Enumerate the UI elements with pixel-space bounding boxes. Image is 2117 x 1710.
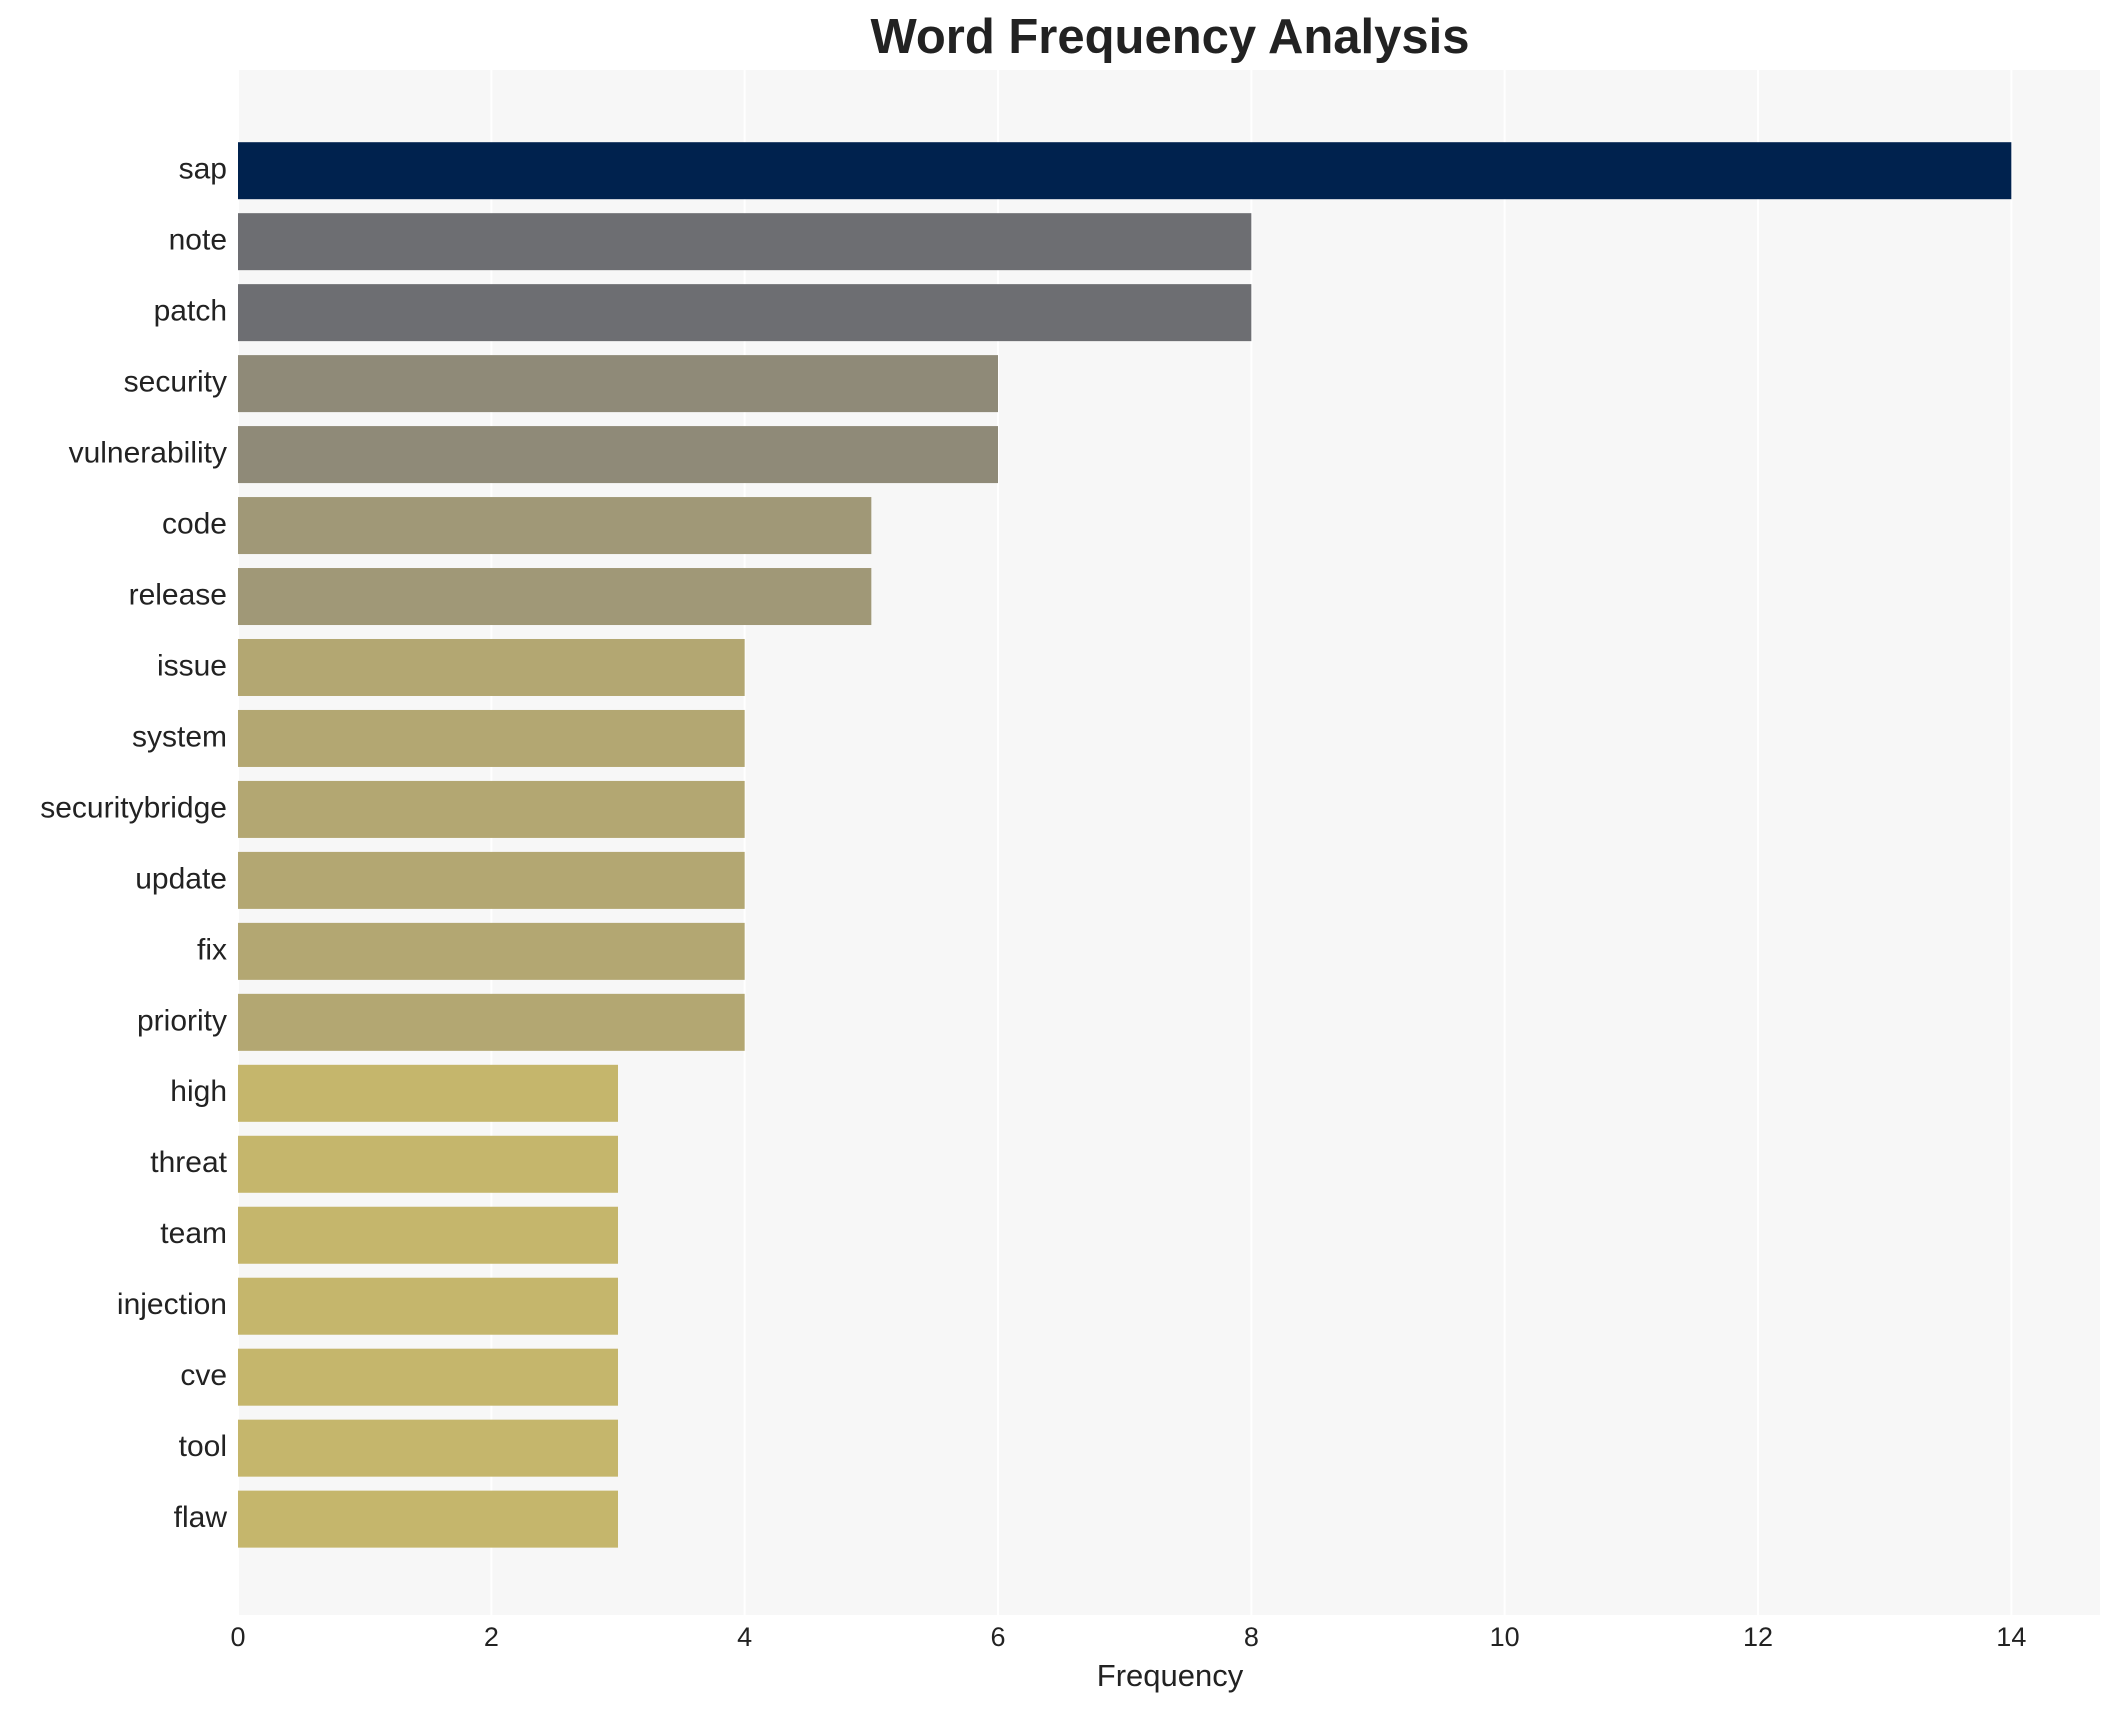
bar — [238, 1490, 618, 1548]
bar — [238, 355, 998, 413]
y-tick-label: system — [132, 720, 227, 753]
bar — [238, 213, 1252, 271]
y-tick-label: issue — [157, 649, 227, 682]
x-tick-label: 4 — [737, 1622, 752, 1652]
bar — [238, 1277, 618, 1335]
bar — [238, 922, 745, 980]
bar — [238, 1419, 618, 1477]
x-axis-label: Frequency — [1097, 1658, 1244, 1693]
y-tick-label: release — [129, 578, 227, 611]
y-tick-label: note — [169, 224, 227, 257]
x-tick-label: 6 — [990, 1622, 1005, 1652]
bar — [238, 709, 745, 767]
bar — [238, 993, 745, 1051]
y-tick-label: high — [170, 1075, 227, 1108]
bar — [238, 1206, 618, 1264]
x-tick-label: 10 — [1490, 1622, 1520, 1652]
y-tick-label: cve — [180, 1359, 227, 1392]
bar — [238, 426, 998, 484]
y-tick-label: flaw — [174, 1501, 228, 1534]
x-tick-label: 14 — [1996, 1622, 2026, 1652]
y-tick-label: priority — [137, 1004, 227, 1037]
y-tick-label: vulnerability — [69, 437, 227, 470]
x-tick-label: 12 — [1743, 1622, 1773, 1652]
chart-title: Word Frequency Analysis — [870, 10, 1469, 64]
bar — [238, 780, 745, 838]
bar — [238, 284, 1252, 342]
y-tick-label: code — [162, 507, 227, 540]
y-tick-label: securitybridge — [40, 791, 227, 824]
bar — [238, 1348, 618, 1406]
bar — [238, 497, 872, 555]
x-tick-label: 8 — [1244, 1622, 1259, 1652]
bar — [238, 568, 872, 626]
x-tick-label: 0 — [230, 1622, 245, 1652]
bar — [238, 142, 2012, 200]
x-tick-label: 2 — [484, 1622, 499, 1652]
y-tick-label: sap — [179, 153, 227, 186]
y-tick-label: tool — [179, 1430, 227, 1463]
y-tick-label: fix — [197, 933, 227, 966]
bar — [238, 851, 745, 909]
y-tick-label: security — [124, 366, 227, 399]
y-tick-label: team — [160, 1217, 227, 1250]
bar — [238, 1064, 618, 1122]
y-tick-label: threat — [150, 1146, 227, 1179]
y-tick-label: injection — [117, 1288, 227, 1321]
y-tick-label: patch — [154, 295, 227, 328]
bar — [238, 638, 745, 696]
y-tick-label: update — [135, 862, 227, 895]
bar — [238, 1135, 618, 1193]
